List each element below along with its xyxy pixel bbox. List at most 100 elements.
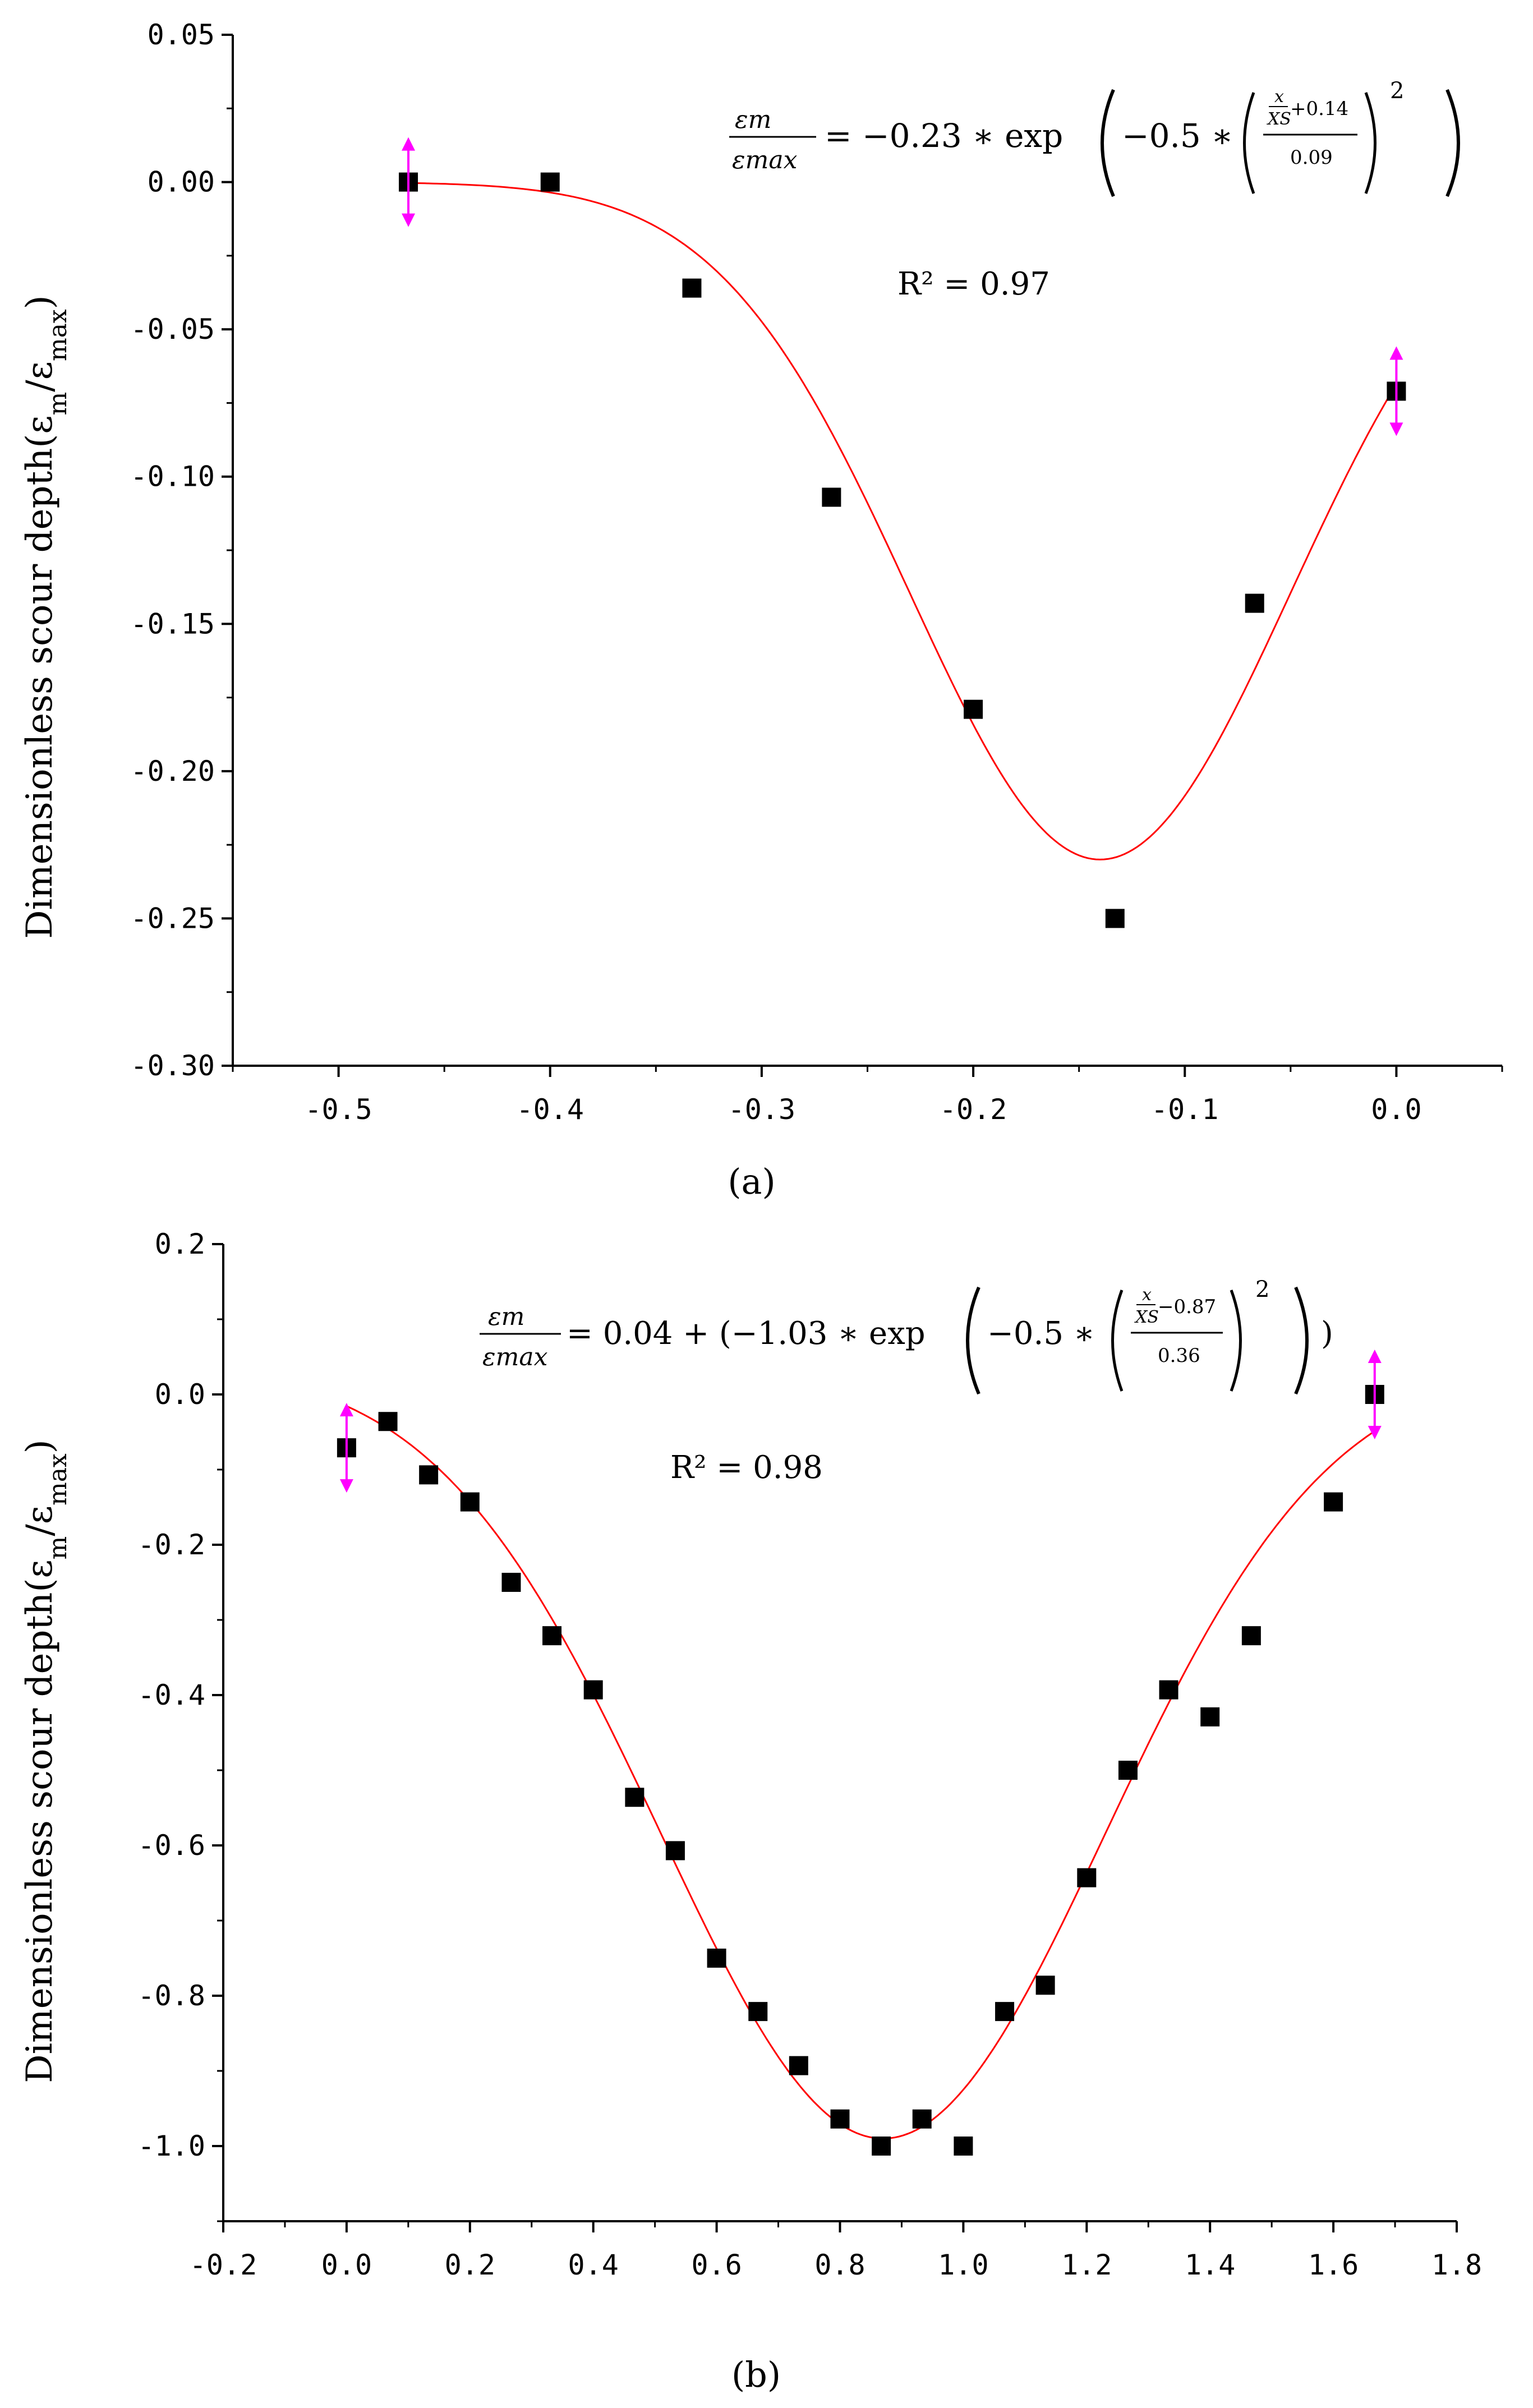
b-data-point bbox=[665, 1841, 685, 1861]
b-data-point bbox=[830, 2109, 850, 2129]
eq-a-lparen-outer bbox=[1101, 89, 1115, 197]
eq-b-num-shift: −0.87 bbox=[1158, 1296, 1216, 1318]
panel-b-y-axis-label: Dimensionless scour depth(εm/εmax) bbox=[19, 1439, 72, 2083]
b-data-point bbox=[378, 1412, 398, 1431]
a-data-point bbox=[540, 172, 560, 192]
eq-b-num-xs: XS bbox=[1134, 1307, 1159, 1327]
a-x-tick-label: -0.1 bbox=[1151, 1093, 1218, 1126]
b-data-point bbox=[625, 1788, 644, 1807]
panel-a-r-squared: R² = 0.97 bbox=[897, 266, 1050, 302]
panel-a-endpoint-markers bbox=[402, 137, 1403, 436]
b-data-point bbox=[707, 1949, 726, 1968]
b-y-tick-label: -0.8 bbox=[138, 1979, 205, 2012]
panel-b-equation: εm εmax = 0.04 + (−1.03 ∗ exp −0.5 ∗ x X… bbox=[480, 1277, 1333, 1395]
a-endpoint-arrow-up bbox=[1389, 346, 1403, 360]
b-data-point bbox=[1077, 1868, 1097, 1887]
panel-b-chart: 0.2 0.0 -0.2 -0.4 -0.6 -0.8 -1.0 -0.2 0.0 0.2 0.4 0… bbox=[19, 1228, 1482, 2395]
eq-a-lhs-num: εm bbox=[735, 105, 771, 134]
eq-b-rparen-outer bbox=[1294, 1286, 1309, 1395]
b-data-point bbox=[419, 1465, 439, 1485]
a-endpoint-arrow-down bbox=[402, 213, 416, 227]
a-endpoint-arrow-down bbox=[1389, 422, 1403, 436]
a-y-tick-label: 0.05 bbox=[148, 19, 215, 51]
panel-a-equation: εm εmax = −0.23 ∗ exp −0.5 ∗ x XS +0.14 … bbox=[729, 78, 1460, 197]
a-data-point bbox=[822, 487, 841, 507]
b-data-point bbox=[1159, 1680, 1178, 1700]
a-y-tick-label: -0.30 bbox=[130, 1049, 215, 1082]
b-y-tick-label: -1.0 bbox=[138, 2130, 205, 2162]
a-fit-line bbox=[408, 182, 1397, 860]
eq-b-num-x: x bbox=[1142, 1285, 1152, 1305]
eq-a-den: 0.09 bbox=[1290, 146, 1333, 169]
b-x-tick-label: 1.8 bbox=[1431, 2249, 1482, 2281]
eq-a-lparen-inner bbox=[1243, 92, 1255, 194]
a-x-tick-label: -0.4 bbox=[517, 1093, 584, 1126]
eq-a-body: = −0.23 ∗ exp bbox=[825, 117, 1063, 155]
eq-a-power: 2 bbox=[1390, 78, 1404, 104]
b-data-point bbox=[912, 2109, 932, 2129]
b-x-tick-label: 0.6 bbox=[691, 2249, 742, 2281]
eq-b-body: = 0.04 + (−1.03 ∗ exp bbox=[567, 1315, 926, 1352]
b-data-point bbox=[995, 2002, 1015, 2022]
b-data-point bbox=[583, 1680, 603, 1700]
a-endpoint-arrow-up bbox=[402, 137, 416, 151]
b-y-tick-label: 0.0 bbox=[155, 1378, 205, 1411]
a-y-tick-label: -0.05 bbox=[130, 313, 215, 346]
b-data-point bbox=[748, 2002, 768, 2022]
eq-b-lparen-inner bbox=[1111, 1290, 1124, 1392]
eq-a-inner: −0.5 ∗ bbox=[1122, 117, 1233, 155]
panel-a-y-axis-label: Dimensionless scour depth(εm/εmax) bbox=[19, 295, 72, 938]
b-x-tick-label: 1.4 bbox=[1185, 2249, 1235, 2281]
panel-a-data-points bbox=[399, 172, 1406, 928]
a-data-point bbox=[964, 699, 983, 719]
panel-a-chart: 0.05 0.00 -0.05 -0.10 -0.15 -0.20 -0.25 -0.30 -0… bbox=[19, 19, 1503, 1202]
b-y-tick-label: -0.4 bbox=[138, 1679, 205, 1711]
b-endpoint-arrow-down bbox=[1368, 1426, 1382, 1439]
b-y-tick-label: 0.2 bbox=[155, 1228, 205, 1260]
eq-b-den: 0.36 bbox=[1158, 1345, 1200, 1367]
b-x-tick-label: 0.8 bbox=[814, 2249, 865, 2281]
panel-b-endpoint-markers bbox=[339, 1350, 1382, 1493]
b-data-point bbox=[789, 2056, 808, 2075]
b-data-point bbox=[1035, 1976, 1055, 1995]
b-data-point bbox=[1200, 1707, 1220, 1726]
panel-b-data-points bbox=[337, 1385, 1384, 2156]
b-x-tick-label: 0.4 bbox=[568, 2249, 619, 2281]
a-y-tick-label: -0.25 bbox=[130, 902, 215, 934]
eq-a-num-x: x bbox=[1274, 87, 1284, 107]
b-x-tick-label: 1.2 bbox=[1061, 2249, 1112, 2281]
b-endpoint-arrow-up bbox=[1368, 1350, 1382, 1363]
a-y-tick-label: -0.20 bbox=[130, 755, 215, 788]
b-y-tick-label: -0.6 bbox=[138, 1829, 205, 1862]
panel-b-caption: (b) bbox=[731, 2354, 781, 2395]
panel-a-fit-curve bbox=[408, 182, 1397, 860]
b-fit-line bbox=[346, 1405, 1375, 2140]
eq-b-lparen-outer bbox=[966, 1286, 980, 1395]
panel-b-r-squared: R² = 0.98 bbox=[670, 1449, 823, 1486]
a-x-tick-label: -0.3 bbox=[728, 1093, 795, 1126]
b-x-tick-label: 1.0 bbox=[938, 2249, 988, 2281]
a-x-tick-label: 0.0 bbox=[1371, 1093, 1421, 1126]
eq-b-inner: −0.5 ∗ bbox=[987, 1315, 1095, 1352]
eq-a-rparen-outer bbox=[1445, 89, 1460, 197]
a-data-point bbox=[1245, 593, 1264, 613]
b-data-point bbox=[1118, 1761, 1138, 1780]
eq-b-rparen-inner bbox=[1230, 1290, 1242, 1392]
b-data-point bbox=[542, 1626, 562, 1646]
eq-b-lhs-den: εmax bbox=[482, 1343, 548, 1371]
a-data-point bbox=[1105, 909, 1125, 928]
b-y-tick-label: -0.2 bbox=[138, 1528, 205, 1561]
a-x-tick-label: -0.5 bbox=[305, 1093, 372, 1126]
a-data-point bbox=[682, 278, 702, 298]
b-data-point bbox=[1241, 1626, 1261, 1646]
b-data-point bbox=[872, 2137, 891, 2156]
panel-a-axes: 0.05 0.00 -0.05 -0.10 -0.15 -0.20 -0.25 -0.30 -0… bbox=[130, 19, 1503, 1126]
a-y-tick-label: -0.15 bbox=[130, 607, 215, 640]
panel-b-axes: 0.2 0.0 -0.2 -0.4 -0.6 -0.8 -1.0 -0.2 0.0 0.2 0.4 0… bbox=[138, 1228, 1483, 2281]
a-y-tick-label: 0.00 bbox=[148, 166, 215, 199]
panel-b-fit-curve bbox=[346, 1405, 1375, 2140]
b-endpoint-arrow-down bbox=[339, 1479, 353, 1493]
eq-a-num-shift: +0.14 bbox=[1290, 98, 1348, 120]
b-x-tick-label: 1.6 bbox=[1308, 2249, 1359, 2281]
